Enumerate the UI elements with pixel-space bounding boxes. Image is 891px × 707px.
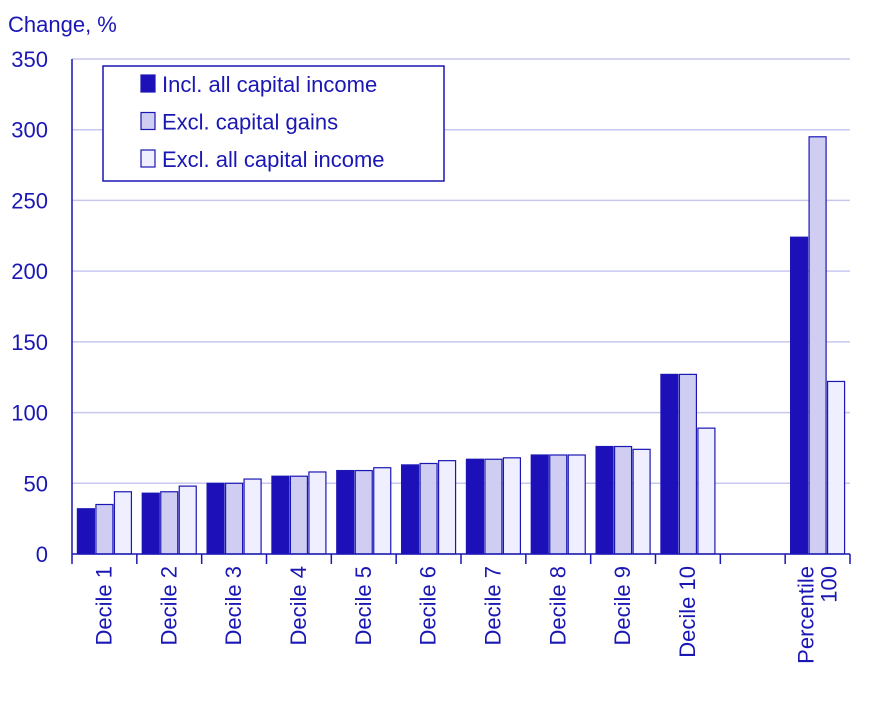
- bar-incl-all-capital-income-decile-5: [336, 469, 355, 555]
- bar-excl-all-capital-income-decile-7: [502, 457, 522, 555]
- x-tick-label: Decile 8: [545, 566, 570, 645]
- legend-swatch-excl-all-capital-income: [140, 149, 156, 168]
- bar-excl-capital-gains-decile-6: [419, 462, 438, 555]
- bar-excl-capital-gains-decile-2: [160, 491, 179, 555]
- legend-label: Incl. all capital income: [162, 72, 377, 97]
- x-tick-label: Decile 6: [416, 566, 441, 645]
- bar-excl-capital-gains-decile-8: [549, 454, 568, 555]
- y-tick-label: 250: [11, 188, 48, 213]
- bar-excl-capital-gains-decile-5: [354, 469, 373, 555]
- bar-excl-capital-gains-decile-3: [224, 482, 244, 555]
- bar-excl-all-capital-income-decile-1: [113, 491, 133, 555]
- y-tick-label: 150: [11, 330, 48, 355]
- bar-incl-all-capital-income-decile-10: [660, 373, 679, 555]
- legend-swatch-incl-all-capital-income: [140, 74, 156, 93]
- bar-incl-all-capital-income-decile-4: [271, 475, 290, 555]
- bar-excl-all-capital-income-decile-8: [567, 454, 586, 555]
- y-tick-label: 0: [36, 542, 48, 567]
- x-tick-label: Decile 10: [675, 566, 700, 658]
- x-tick-label: Decile 5: [351, 566, 376, 645]
- y-axis-title: Change, %: [8, 12, 117, 37]
- legend-label: Excl. all capital income: [162, 147, 385, 172]
- bar-incl-all-capital-income-decile-8: [530, 454, 549, 555]
- axes: 0 50 100 150 200 250 300 350 Decile 1 Decile 2 Dec…: [11, 47, 851, 664]
- y-tick-label: 350: [11, 47, 48, 72]
- x-tick-label: Decile 7: [480, 566, 505, 645]
- legend-box: [102, 65, 445, 182]
- bar-excl-all-capital-income-percentile-100: [826, 380, 846, 555]
- bar-excl-all-capital-income-decile-6: [437, 460, 457, 555]
- legend: Incl. all capital income Excl. capital ga…: [102, 65, 445, 182]
- bar-incl-all-capital-income-decile-1: [76, 508, 96, 555]
- y-tick-label: 50: [24, 471, 48, 496]
- bar-incl-all-capital-income-decile-6: [400, 464, 420, 555]
- bar-incl-all-capital-income-decile-7: [465, 458, 485, 555]
- bar-excl-all-capital-income-decile-4: [308, 471, 327, 555]
- x-tick-label: Decile 2: [156, 566, 181, 645]
- bar-incl-all-capital-income-decile-9: [595, 445, 614, 555]
- bars: [76, 136, 846, 555]
- legend-label: Excl. capital gains: [162, 110, 338, 135]
- bar-excl-capital-gains-decile-7: [484, 458, 503, 555]
- x-tick-label: Decile 1: [91, 566, 116, 645]
- bar-incl-all-capital-income-decile-3: [206, 482, 225, 555]
- bar-excl-all-capital-income-decile-3: [243, 478, 262, 555]
- x-tick-label: Decile 3: [221, 566, 246, 645]
- bar-excl-capital-gains-decile-9: [613, 445, 633, 555]
- y-tick-label: 100: [11, 401, 48, 426]
- legend-swatch-excl-capital-gains: [140, 111, 156, 131]
- x-tick-label: Decile 9: [610, 566, 635, 645]
- bar-excl-capital-gains-decile-10: [678, 373, 698, 555]
- x-tick-label: Percentile100: [794, 566, 842, 664]
- bar-excl-capital-gains-percentile-100: [808, 136, 827, 555]
- bar-excl-all-capital-income-decile-9: [632, 448, 651, 555]
- bar-excl-all-capital-income-decile-5: [373, 467, 392, 555]
- bar-excl-capital-gains-decile-1: [95, 503, 114, 555]
- y-tick-label: 200: [11, 259, 48, 284]
- y-tick-label: 300: [11, 118, 48, 143]
- bar-excl-all-capital-income-decile-2: [178, 485, 197, 555]
- bar-incl-all-capital-income-percentile-100: [789, 236, 809, 555]
- bar-excl-all-capital-income-decile-10: [697, 427, 716, 555]
- x-tick-label: Decile 4: [286, 566, 311, 645]
- bar-excl-capital-gains-decile-4: [289, 475, 309, 555]
- bar-incl-all-capital-income-decile-2: [141, 492, 160, 555]
